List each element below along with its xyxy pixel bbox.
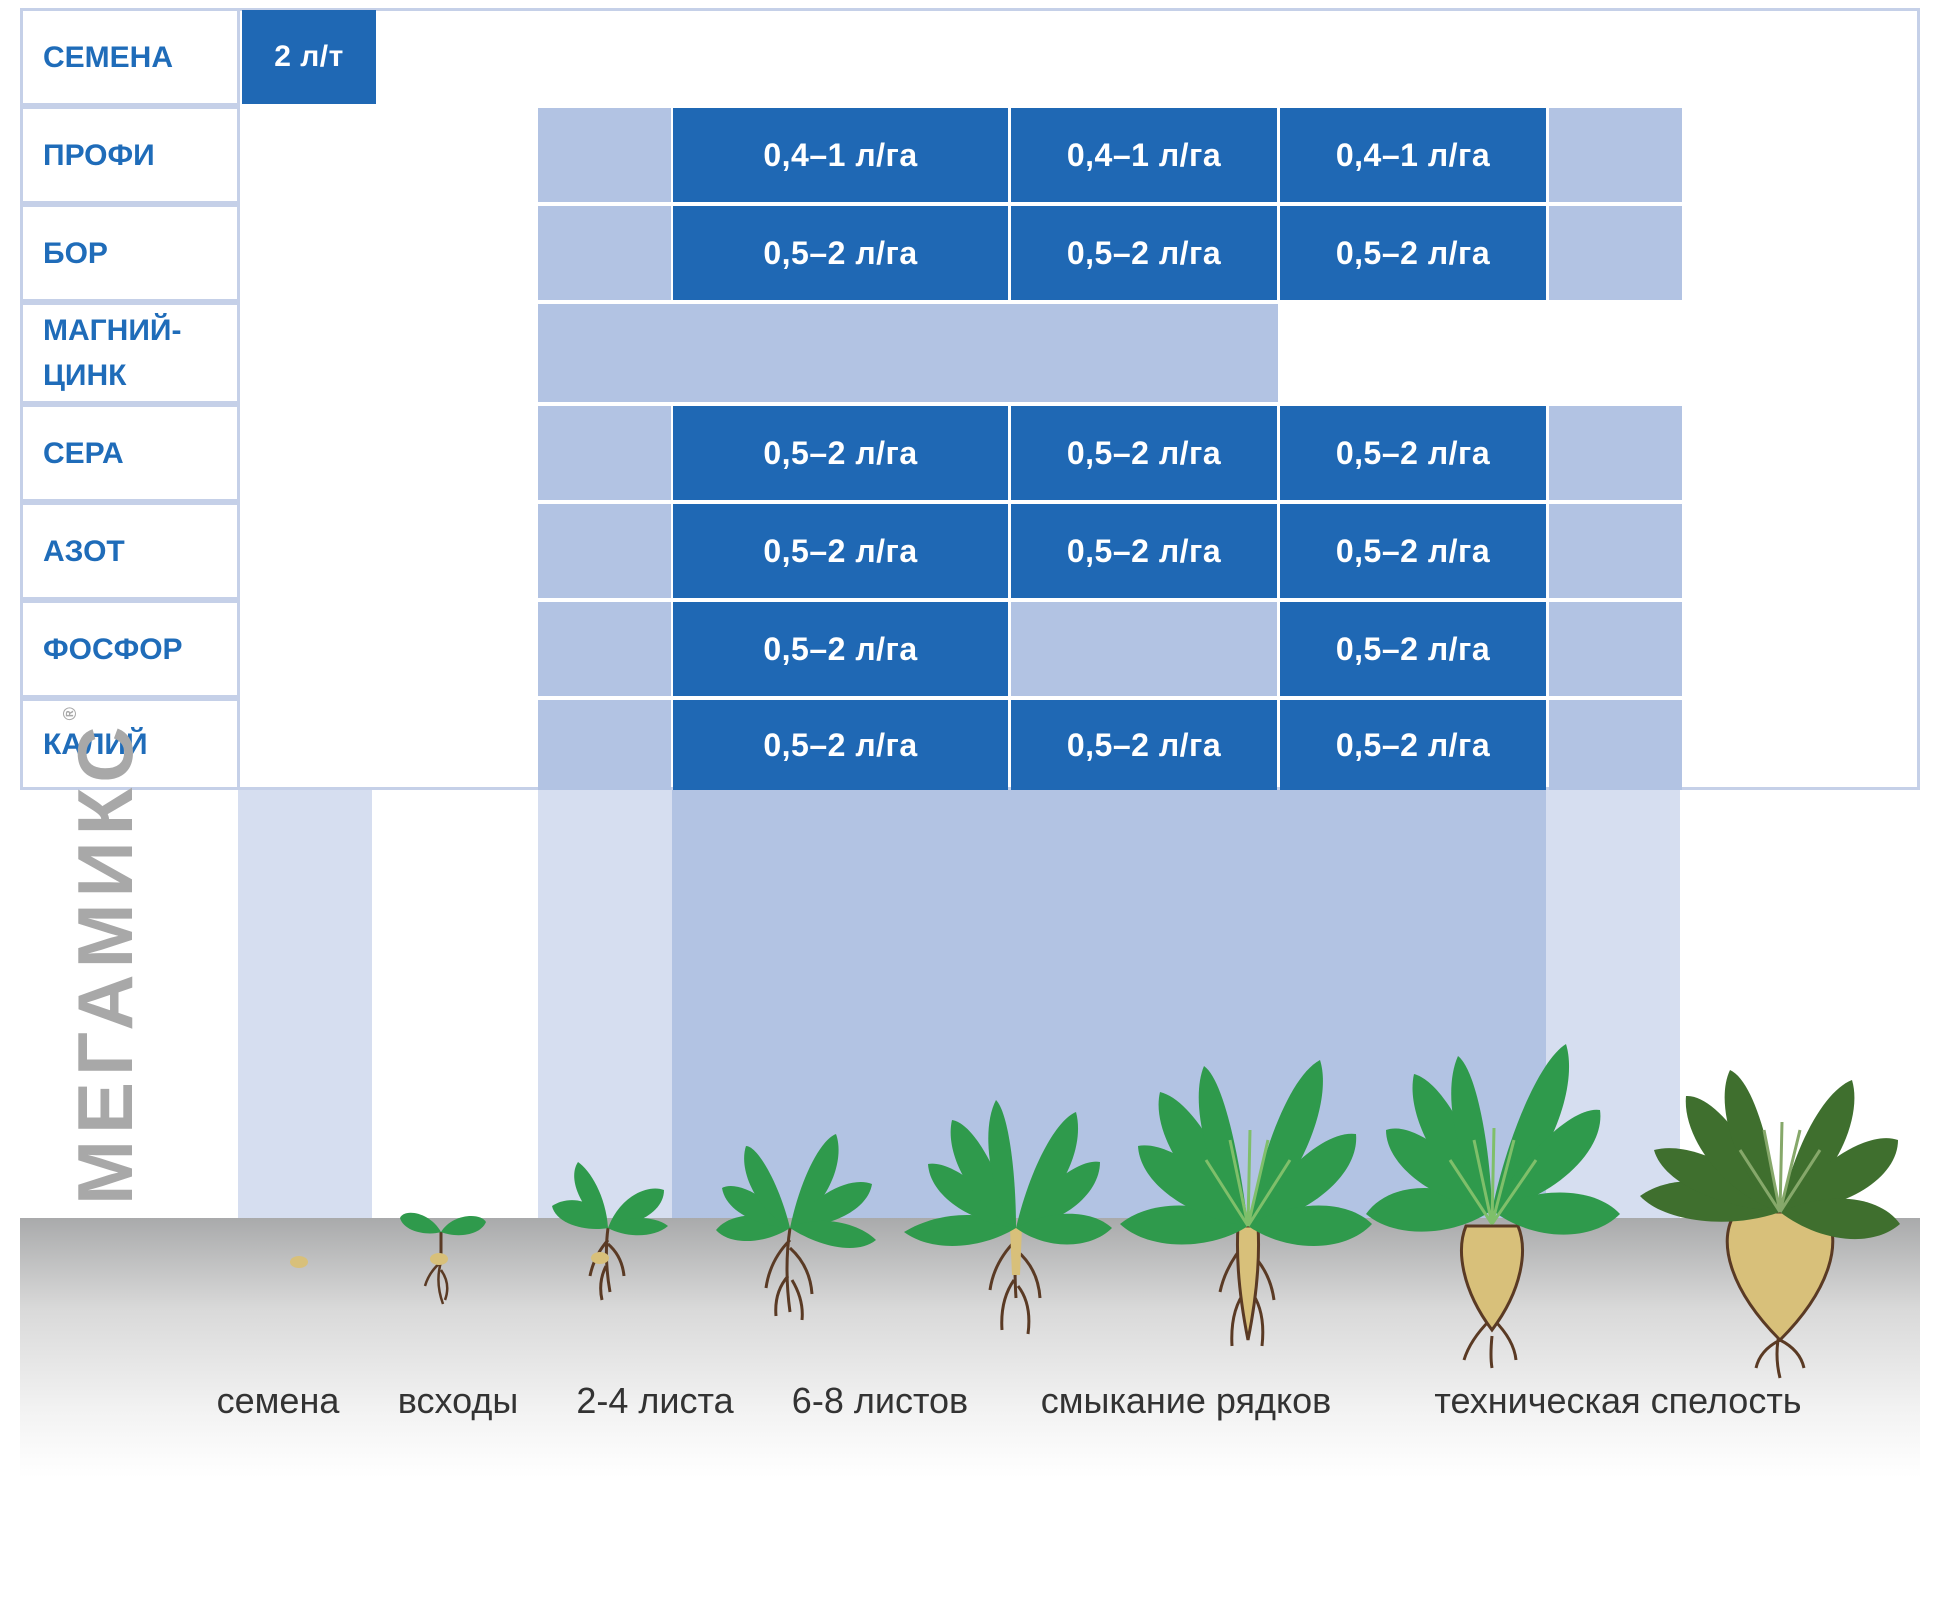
rate-cell-kaliy-1: 0,5–2 л/га xyxy=(673,700,1008,790)
beet-plant-icon xyxy=(1120,1060,1372,1347)
rate-cell-bor-1: 0,5–2 л/га xyxy=(673,206,1008,300)
row-label-bor: БОР xyxy=(20,204,240,302)
rate-cell-kaliy-2: 0,5–2 л/га xyxy=(1011,700,1277,790)
rate-cell-profi-3: 0,4–1 л/га xyxy=(1280,108,1546,202)
beet-plant-icon xyxy=(904,1100,1112,1335)
window-cell xyxy=(538,108,671,202)
window-cell xyxy=(1011,602,1277,696)
soil-band xyxy=(20,1218,1920,1478)
rate-cell-sera-2: 0,5–2 л/га xyxy=(1011,406,1277,500)
window-cell xyxy=(1549,504,1682,598)
rate-cell-bor-2: 0,5–2 л/га xyxy=(1011,206,1277,300)
window-cell xyxy=(1549,108,1682,202)
stage-label-2-4-lista: 2-4 листа xyxy=(576,1380,734,1421)
seed-icon xyxy=(290,1256,308,1268)
window-cell xyxy=(538,504,671,598)
window-cell xyxy=(1549,700,1682,790)
rate-cell-bor-3: 0,5–2 л/га xyxy=(1280,206,1546,300)
rate-cell-semena: 2 л/т xyxy=(242,10,376,104)
rate-cell-fosfor-3: 0,5–2 л/га xyxy=(1280,602,1546,696)
rate-cell-azot-3: 0,5–2 л/га xyxy=(1280,504,1546,598)
row-label-kaliy: КАЛИЙ xyxy=(20,698,240,790)
row-label-line-2: ЦИНК xyxy=(43,359,127,392)
sprout-icon xyxy=(400,1212,486,1305)
row-label-sera: СЕРА xyxy=(20,404,240,502)
beet-plant-icon xyxy=(716,1134,876,1321)
window-cell xyxy=(538,700,671,790)
stage-label-semena: семена xyxy=(216,1380,340,1421)
rate-cell-profi-1: 0,4–1 л/га xyxy=(673,108,1008,202)
stage-label-vskhody: всходы xyxy=(397,1380,519,1421)
row-label-semena: СЕМЕНА xyxy=(20,8,240,106)
rate-cell-azot-1: 0,5–2 л/га xyxy=(673,504,1008,598)
window-cell-magniy-tsink xyxy=(538,304,1278,402)
rate-cell-profi-2: 0,4–1 л/га xyxy=(1011,108,1277,202)
row-label-magniy-tsink: МАГНИЙ- ЦИНК xyxy=(20,302,240,404)
beet-root-icon xyxy=(1366,1044,1620,1369)
window-cell xyxy=(538,602,671,696)
beet-plant-icon xyxy=(552,1162,668,1301)
row-label-azot: АЗОТ xyxy=(20,502,240,600)
row-label-line-1: МАГНИЙ- xyxy=(43,314,182,347)
rate-cell-azot-2: 0,5–2 л/га xyxy=(1011,504,1277,598)
rate-cell-sera-3: 0,5–2 л/га xyxy=(1280,406,1546,500)
column-shade-semena xyxy=(238,790,372,1220)
row-label-profi: ПРОФИ xyxy=(20,106,240,204)
window-cell xyxy=(538,406,671,500)
rate-cell-kaliy-3: 0,5–2 л/га xyxy=(1280,700,1546,790)
window-cell xyxy=(1549,406,1682,500)
window-cell xyxy=(1549,206,1682,300)
rate-cell-fosfor-1: 0,5–2 л/га xyxy=(673,602,1008,696)
row-label-fosfor: ФОСФОР xyxy=(20,600,240,698)
window-cell xyxy=(538,206,671,300)
column-shade-2-4 xyxy=(538,790,672,1220)
stage-label-tekhnicheskaya-spelost: техническая спелость xyxy=(1434,1380,1802,1421)
window-cell xyxy=(1549,602,1682,696)
beet-root-icon xyxy=(1640,1070,1900,1379)
stage-label-smykanie-ryadkov: смыкание рядков xyxy=(1040,1380,1332,1421)
stage-label-6-8-listov: 6-8 листов xyxy=(791,1380,969,1421)
rate-cell-sera-1: 0,5–2 л/га xyxy=(673,406,1008,500)
